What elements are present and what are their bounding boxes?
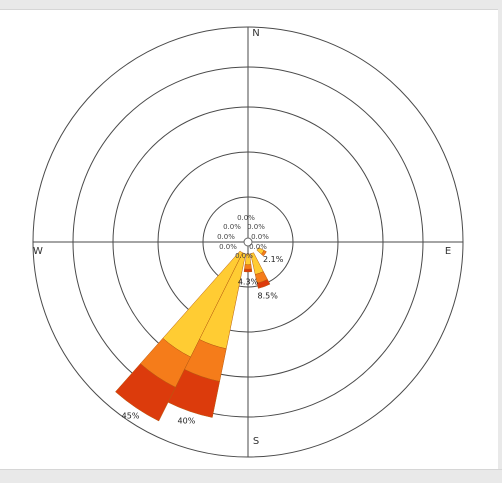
center-label-1: 0.0% [223, 223, 241, 231]
bar-label-4: 2.1% [263, 255, 284, 264]
compass-w: W [33, 246, 43, 257]
bar-3-segment-2 [243, 268, 253, 273]
compass-labels: N E S W [33, 28, 451, 447]
window-right-edge [498, 9, 502, 469]
window-top-bar [0, 0, 502, 10]
window-bottom-bar [0, 469, 502, 483]
bar-4-segment-1 [261, 250, 267, 257]
direction-bars [115, 247, 271, 422]
bar-0-segment-2 [115, 363, 176, 422]
bar-2-segment-2 [256, 279, 271, 289]
center-label-2: 0.0% [247, 223, 265, 231]
center-label-0: 0.0% [237, 214, 255, 222]
compass-e: E [445, 246, 451, 257]
bar-label-2: 8.5% [258, 292, 279, 301]
bar-label-0: 45% [122, 412, 140, 421]
bar-label-3: 4.3% [238, 277, 259, 286]
center-label-3: 0.0% [217, 233, 235, 241]
center-label-5: 0.0% [219, 243, 237, 251]
bar-label-1: 40% [178, 416, 196, 425]
bar-3-segment-1 [244, 264, 252, 270]
compass-n: N [252, 28, 259, 39]
center-labels: 0.0%0.0% 0.0%0.0% 0.0%0.0% 0.0%0.0% [217, 214, 269, 260]
bar-1-segment-2 [167, 369, 220, 418]
center-circle [243, 237, 253, 247]
bar-percentage-labels: 45% 40% 8.5% 4.3% 2.1% [122, 255, 284, 425]
center-label-6: 0.0% [249, 243, 267, 251]
center-label-7: 0.0% [235, 252, 253, 260]
polar-grid [32, 26, 464, 458]
compass-s: S [253, 436, 259, 447]
center-label-4: 0.0% [251, 233, 269, 241]
